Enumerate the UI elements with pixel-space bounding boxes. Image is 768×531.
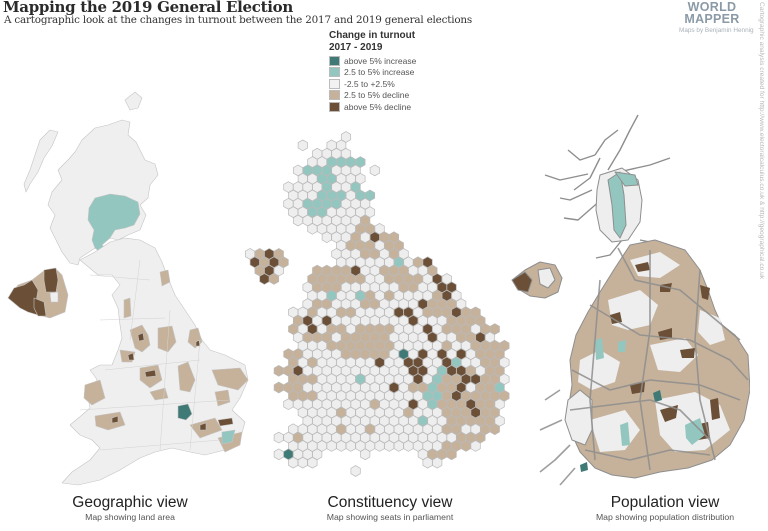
constituency-hex bbox=[273, 364, 284, 377]
legend-label: 2.5 to 5% increase bbox=[344, 67, 415, 78]
constituency-hex bbox=[393, 440, 404, 452]
constituency-hex bbox=[446, 448, 457, 461]
ni-cartogram-dark bbox=[511, 271, 533, 293]
constituency-hex bbox=[460, 440, 472, 452]
scotland-teal-region bbox=[87, 193, 141, 253]
constituency-hex bbox=[369, 164, 380, 177]
constituency-hex bbox=[259, 273, 270, 285]
constituency-hex bbox=[297, 456, 308, 469]
population-cartogram bbox=[511, 114, 750, 486]
constituency-view-title: Constituency view bbox=[327, 494, 453, 511]
geographic-view-title: Geographic view bbox=[72, 494, 188, 511]
constituency-hex bbox=[345, 440, 356, 452]
constituency-hex bbox=[307, 223, 318, 235]
population-view-title: Population view bbox=[610, 494, 720, 511]
constituency-hex bbox=[273, 431, 284, 444]
swatch-dark-brown bbox=[329, 101, 340, 112]
turnout-legend: Change in turnout 2017 - 2019 above 5% i… bbox=[329, 30, 416, 113]
swatch-light-teal bbox=[329, 67, 340, 78]
dark-teal-patch bbox=[177, 403, 193, 421]
constituency-hex bbox=[470, 440, 481, 452]
page-title: Mapping the 2019 General Election bbox=[3, 0, 293, 16]
logo-byline: Maps by Benjamin Hennig bbox=[679, 27, 754, 34]
legend-item-above-5-increase: above 5% increase bbox=[329, 55, 416, 67]
logo-line2: MAPPER bbox=[684, 12, 740, 26]
outer-hebrides bbox=[23, 129, 59, 193]
page-subtitle: A cartographic look at the changes in tu… bbox=[4, 14, 473, 26]
constituency-hex bbox=[297, 139, 308, 152]
constituency-hex bbox=[336, 440, 347, 452]
constituency-caption: Constituency view Map showing seats in p… bbox=[290, 494, 490, 522]
constituency-hex bbox=[384, 440, 395, 452]
dark-teal-sw bbox=[580, 462, 588, 472]
constituency-hex bbox=[326, 440, 337, 452]
constituency-hex bbox=[307, 456, 318, 469]
legend-item-no-change: -2.5 to +2.5% bbox=[329, 78, 416, 90]
geographic-view-subtitle: Map showing land area bbox=[85, 512, 175, 522]
logo-line1: WORLD bbox=[687, 0, 737, 14]
swatch-dark-teal bbox=[329, 55, 340, 66]
dark-teal-cartogram bbox=[653, 390, 662, 402]
light-teal-patch bbox=[221, 429, 236, 445]
northern-isles bbox=[124, 91, 143, 111]
constituency-hex bbox=[288, 456, 299, 469]
legend-item-2-5-to-5-increase: 2.5 to 5% increase bbox=[329, 67, 416, 79]
constituency-hex bbox=[350, 465, 361, 477]
legend-item-2-5-to-5-decline: 2.5 to 5% decline bbox=[329, 90, 416, 102]
ni-white bbox=[49, 291, 59, 303]
swatch-light-grey bbox=[329, 78, 340, 89]
constituency-hex bbox=[403, 440, 414, 452]
geographic-map bbox=[7, 91, 249, 486]
constituency-hex bbox=[268, 273, 280, 285]
constituency-hex bbox=[273, 381, 284, 394]
constituency-hex bbox=[292, 214, 304, 227]
constituency-hex bbox=[360, 448, 371, 461]
legend-title-line1: Change in turnout bbox=[329, 30, 416, 41]
population-view-subtitle: Map showing population distribution bbox=[595, 512, 735, 522]
constituency-hex bbox=[489, 423, 500, 436]
legend-label: 2.5 to 5% decline bbox=[344, 90, 410, 101]
swatch-light-brown bbox=[329, 90, 340, 101]
constituency-hex bbox=[283, 398, 294, 411]
constituency-hex bbox=[422, 456, 433, 469]
legend-item-above-5-decline: above 5% decline bbox=[329, 101, 416, 113]
worldmapper-logo: WORLD MAPPER Maps by Benjamin Hennig bbox=[679, 0, 754, 34]
legend-label: above 5% increase bbox=[344, 55, 417, 66]
ni-dark-south bbox=[33, 297, 47, 317]
wales-cartogram bbox=[564, 389, 593, 446]
legend-title-line2: 2017 - 2019 bbox=[329, 42, 383, 53]
legend-label: above 5% decline bbox=[344, 101, 412, 112]
constituency-hex bbox=[321, 231, 332, 244]
population-caption: Population view Map showing population d… bbox=[570, 494, 760, 522]
constituency-view-subtitle: Map showing seats in parliament bbox=[326, 512, 454, 522]
constituency-hex bbox=[432, 456, 443, 469]
constituency-hex bbox=[374, 440, 385, 452]
scotland-teal-top bbox=[614, 171, 639, 187]
constituency-hex bbox=[273, 448, 284, 461]
legend-label: -2.5 to +2.5% bbox=[344, 78, 395, 89]
geographic-caption: Geographic view Map showing land area bbox=[50, 494, 210, 522]
